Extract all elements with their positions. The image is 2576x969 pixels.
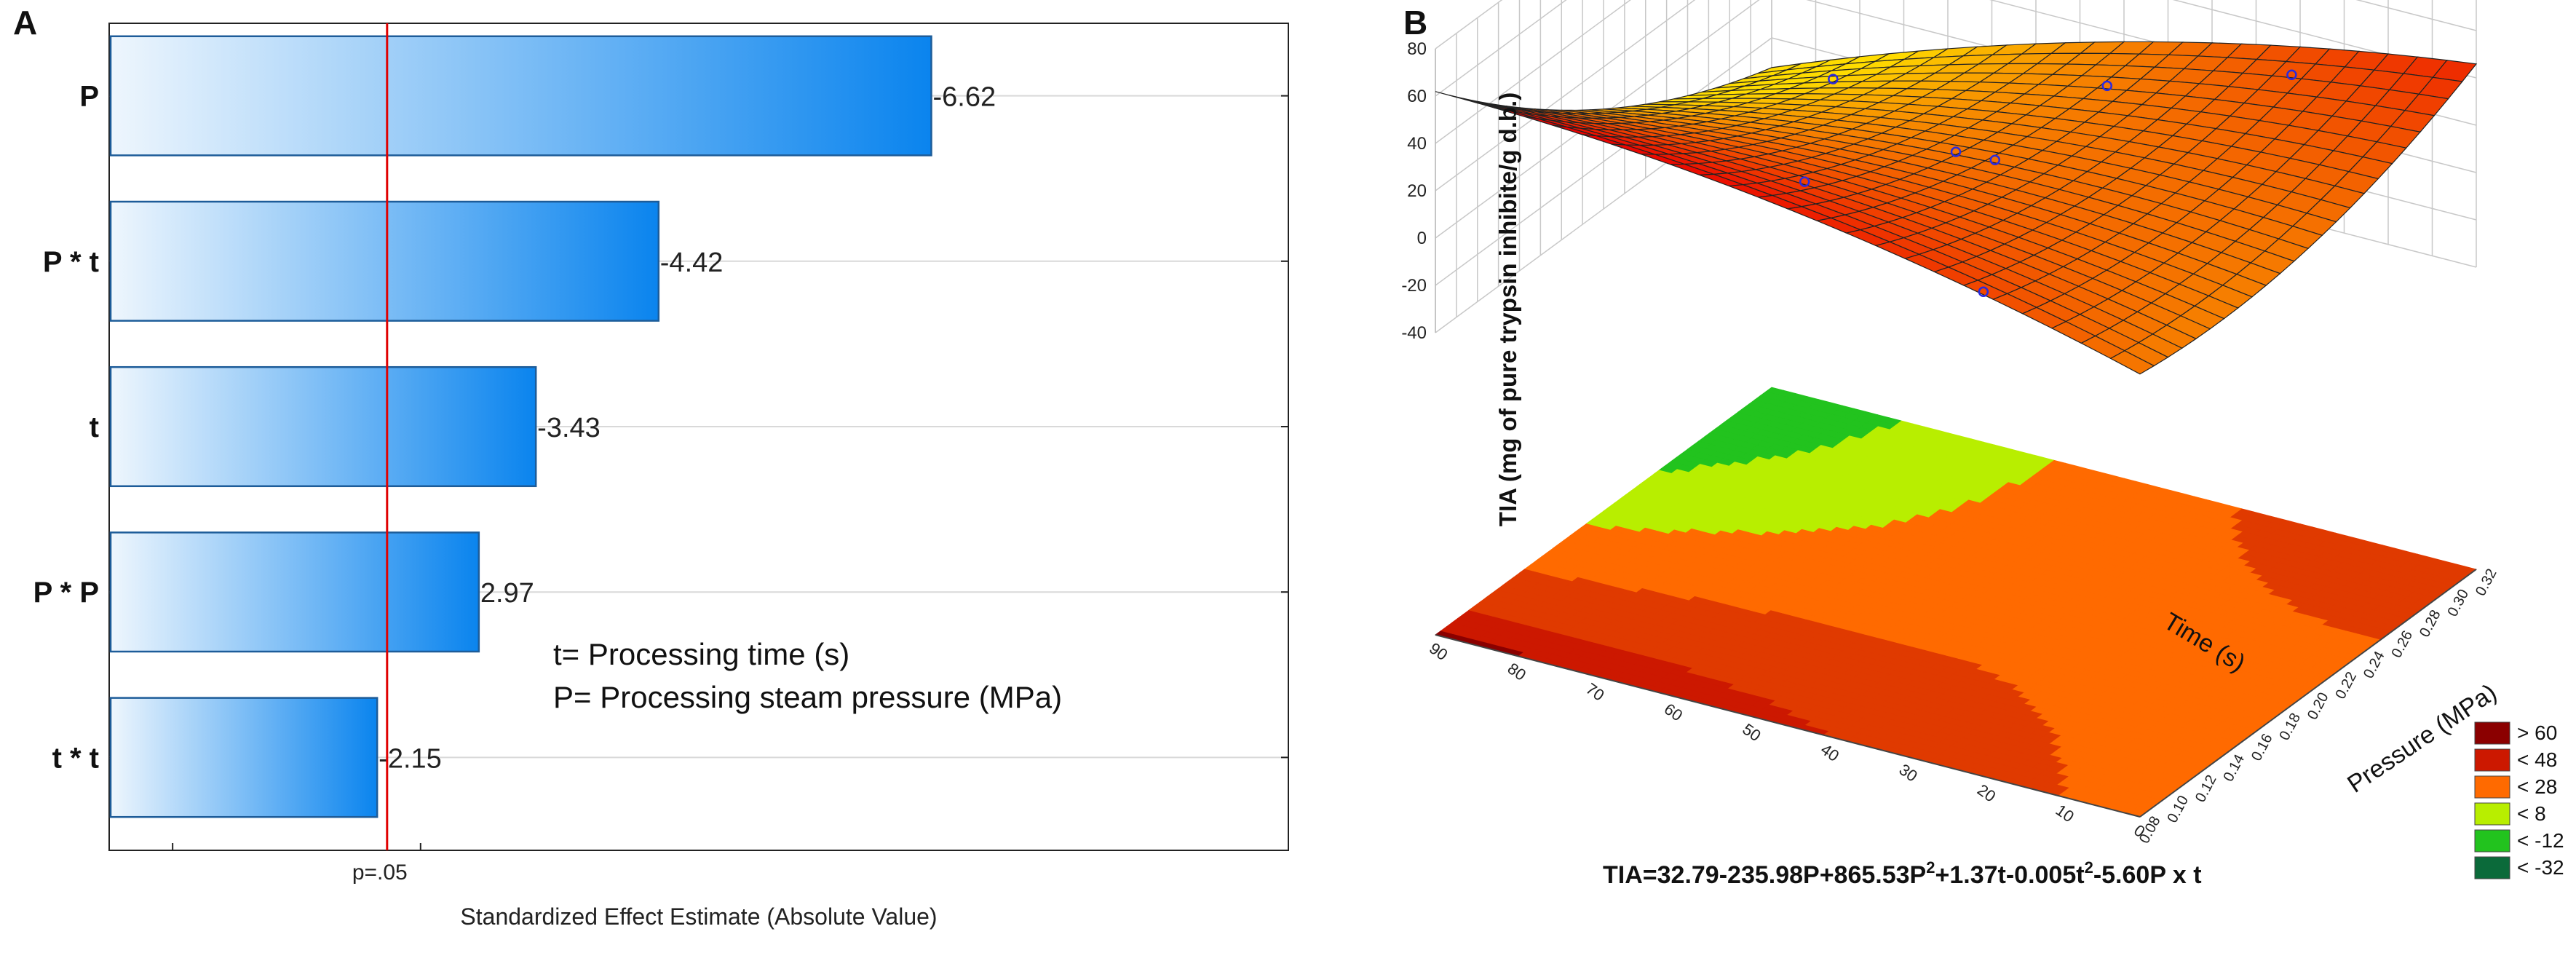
bar-p (109, 35, 932, 157)
pressure-tick: 0.20 (2304, 690, 2332, 723)
value-label: -4.42 (660, 248, 724, 278)
color-legend: > 60 < 48 < 28 < 8 < -12 < -32 (2474, 721, 2564, 879)
response-surface-chart: 0.080.100.120.140.160.180.200.220.240.26… (1401, 0, 2564, 889)
legend-label: < 48 (2517, 748, 2557, 771)
z-tick: 20 (1407, 181, 1427, 201)
value-label: -6.62 (932, 82, 996, 113)
bar-t (109, 365, 537, 488)
wall-gridline (1435, 0, 2477, 144)
bar-t-t (109, 697, 379, 818)
wall-gridline (1435, 0, 1503, 50)
time-tick: 90 (1426, 639, 1451, 665)
pressure-tick: 0.12 (2192, 772, 2220, 805)
time-tick: 30 (1895, 760, 1920, 786)
pressure-tick: 0.32 (2473, 566, 2500, 599)
pressure-tick: 0.30 (2444, 587, 2472, 620)
pressure-tick: 0.16 (2248, 731, 2276, 764)
panel-b-label: B (1403, 4, 1428, 41)
pressure-tick: 0.22 (2332, 669, 2360, 702)
category-label: t * t (52, 742, 99, 774)
bar-p-t (109, 200, 660, 322)
pressure-tick: 0.24 (2361, 649, 2388, 681)
model-equation: TIA=32.79-235.98P+865.53P2+1.37t-0.005t2… (1603, 858, 2202, 889)
z-tick: 40 (1407, 134, 1427, 154)
surface-plot: 0.080.100.120.140.160.180.200.220.240.26… (1401, 0, 2502, 846)
panel-a-label: A (13, 4, 38, 41)
pressure-tick: 0.28 (2417, 607, 2444, 640)
x-axis-label: Standardized Effect Estimate (Absolute V… (460, 903, 937, 930)
z-tick: 0 (1417, 229, 1427, 248)
time-tick: 20 (1974, 780, 1999, 806)
category-label: P * P (33, 577, 99, 609)
z-tick: -40 (1401, 323, 1427, 343)
legend-label: < -32 (2517, 856, 2564, 879)
value-label: -3.43 (537, 413, 601, 443)
legend-swatch (2474, 721, 2510, 745)
z-axis-label: TIA (mg of pure trypsin inhibite/g d.b.) (1494, 92, 1521, 526)
pressure-tick: 0.14 (2220, 752, 2248, 785)
pareto-chart: P -6.62 P * t -4.42 t -3.43 P * P 2.97 t * t -2.1… (33, 23, 1289, 930)
legend-label: < -12 (2517, 829, 2564, 852)
pressure-tick: 0.18 (2276, 711, 2304, 743)
significance-label: p=.05 (352, 861, 408, 885)
legend-swatch (2474, 775, 2510, 799)
category-label: P * t (43, 246, 99, 278)
time-tick: 60 (1661, 700, 1686, 725)
legend-note-pressure: P= Processing steam pressure (MPa) (553, 680, 1062, 714)
legend-swatch (2474, 856, 2510, 879)
z-tick: 80 (1407, 39, 1427, 59)
time-tick: 10 (2053, 801, 2077, 826)
category-label: t (90, 411, 99, 443)
legend-label: < 8 (2517, 802, 2546, 825)
pressure-tick: 0.26 (2388, 628, 2416, 661)
time-tick: 40 (1818, 740, 1842, 766)
legend-swatch (2474, 802, 2510, 826)
legend-label: < 28 (2517, 775, 2557, 798)
z-tick: 60 (1407, 87, 1427, 106)
value-label: -2.15 (379, 743, 442, 774)
time-tick: 70 (1582, 679, 1607, 705)
legend-note-time: t= Processing time (s) (553, 637, 849, 671)
legend-swatch (2474, 829, 2510, 853)
bar-p-p (109, 531, 480, 653)
legend-label: > 60 (2517, 721, 2557, 744)
legend-swatch (2474, 748, 2510, 772)
wall-gridline (1435, 0, 2477, 97)
time-tick: 50 (1739, 720, 1764, 745)
time-tick: 80 (1505, 659, 1529, 684)
category-label: P (79, 81, 99, 113)
z-tick: -20 (1401, 276, 1427, 296)
value-label: 2.97 (480, 578, 534, 609)
pressure-tick: 0.10 (2164, 793, 2192, 826)
